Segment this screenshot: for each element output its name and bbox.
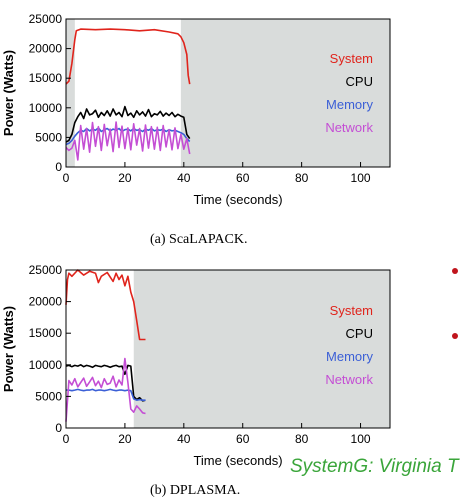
y-tick-label: 25000 xyxy=(29,12,63,26)
legend-entry-memory: Memory xyxy=(326,349,373,364)
series-line-network xyxy=(65,357,146,422)
shaded-region-0 xyxy=(133,270,390,428)
x-tick-label: 20 xyxy=(118,171,132,185)
series-line-memory xyxy=(66,388,146,401)
legend-entry-system: System xyxy=(330,51,373,66)
series-line-system xyxy=(65,269,146,341)
y-axis-label: Power (Watts) xyxy=(1,306,16,392)
legend-entry-cpu: CPU xyxy=(346,326,373,341)
shaded-region-0 xyxy=(66,19,75,167)
red-bullet-icon xyxy=(452,333,458,339)
y-tick-label: 15000 xyxy=(29,326,63,340)
shaded-region-1 xyxy=(180,19,390,167)
x-tick-label: 80 xyxy=(295,171,309,185)
dplasma-caption: (b) DPLASMA. xyxy=(150,483,241,498)
y-tick-label: 10000 xyxy=(29,101,63,115)
y-tick-label: 0 xyxy=(55,160,62,174)
plot-frame xyxy=(65,269,391,429)
x-tick-label: 100 xyxy=(351,171,371,185)
x-axis-label: Time (seconds) xyxy=(193,192,282,207)
systemg-label: SystemG: Virginia T xyxy=(290,456,459,477)
plot-frame xyxy=(65,18,391,168)
y-tick-label: 15000 xyxy=(29,71,63,85)
x-tick-label: 60 xyxy=(236,432,250,446)
y-tick-label: 20000 xyxy=(29,295,63,309)
legend-entry-system: System xyxy=(330,303,373,318)
x-tick-label: 80 xyxy=(295,432,309,446)
dplasma-power-chart: 0 5000 10000 15000 20000 25000 0 20 40 60 80 100 Tim… xyxy=(1,263,391,468)
x-tick-label: 40 xyxy=(177,171,191,185)
x-tick-label: 20 xyxy=(118,432,132,446)
y-tick-label: 25000 xyxy=(29,263,63,277)
x-tick-label: 40 xyxy=(177,432,191,446)
series-line-system xyxy=(65,28,191,85)
y-axis-label: Power (Watts) xyxy=(1,50,16,136)
y-tick-label: 20000 xyxy=(29,42,63,56)
x-tick-label: 60 xyxy=(236,171,250,185)
series-line-network xyxy=(65,121,191,161)
y-tick-label: 5000 xyxy=(35,130,62,144)
x-tick-label: 100 xyxy=(351,432,371,446)
scalapack-figure: 0 5000 10000 15000 20000 25000 0 20 40 60 80 100 Tim… xyxy=(1,12,391,207)
series-line-cpu xyxy=(65,364,146,402)
scalapack-power-chart: 0 5000 10000 15000 20000 25000 0 20 40 60 80 100 Tim… xyxy=(1,12,391,207)
legend-entry-memory: Memory xyxy=(326,97,373,112)
y-tick-label: 5000 xyxy=(35,389,62,403)
series-line-cpu xyxy=(65,105,191,143)
legend-entry-network: Network xyxy=(325,120,373,135)
red-bullet-icon xyxy=(452,268,458,274)
x-tick-label: 0 xyxy=(63,432,70,446)
legend-entry-cpu: CPU xyxy=(346,74,373,89)
x-tick-label: 0 xyxy=(63,171,70,185)
dplasma-figure: 0 5000 10000 15000 20000 25000 0 20 40 60 80 100 Tim… xyxy=(0,255,474,502)
y-tick-label: 10000 xyxy=(29,358,63,372)
scalapack-caption: (a) ScaLAPACK. xyxy=(150,232,248,247)
x-axis-label: Time (seconds) xyxy=(193,453,282,468)
y-tick-label: 0 xyxy=(55,421,62,435)
legend-entry-network: Network xyxy=(325,372,373,387)
